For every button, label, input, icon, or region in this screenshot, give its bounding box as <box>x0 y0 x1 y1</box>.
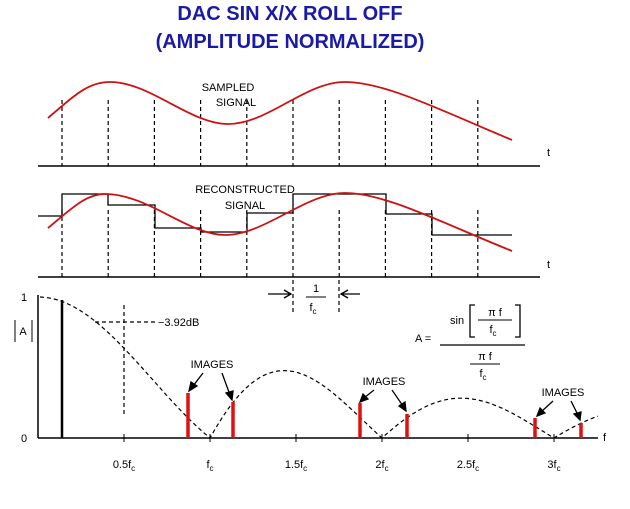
staircase <box>38 193 512 236</box>
signal <box>47 81 513 141</box>
sample-lines <box>61 210 479 277</box>
text: c <box>313 307 317 316</box>
signal <box>47 192 513 252</box>
text: c <box>303 464 307 473</box>
arrows <box>188 372 582 422</box>
formula-den: fc <box>489 324 496 338</box>
text: c <box>557 464 561 473</box>
label: SIGNAL <box>225 200 265 212</box>
axis-label: t <box>547 147 550 159</box>
title: (AMPLITUDE NORMALIZED) <box>156 31 425 53</box>
x-tick-label: 0.5fc <box>113 459 135 473</box>
period-den: fc <box>309 302 316 316</box>
label: RECONSTRUCTED <box>195 184 295 196</box>
axis-label: f <box>603 432 607 444</box>
formula-den: fc <box>479 368 486 382</box>
x-tick-label: 1.5fc <box>285 459 307 473</box>
text: 2.5f <box>457 459 476 471</box>
images-label: IMAGES <box>363 376 406 388</box>
images-label: IMAGES <box>542 387 585 399</box>
sample-lines <box>61 100 479 166</box>
x-ticks: 0.5fc fc 1.5fc 2fc 2.5fc 3fc <box>113 434 561 473</box>
sinc-envelope <box>39 296 599 439</box>
text: c <box>493 329 497 338</box>
text: f <box>479 368 483 380</box>
text: 0.5f <box>113 459 132 471</box>
title: DAC SIN X/X ROLL OFF <box>177 3 402 25</box>
y-label: 1 <box>21 292 27 304</box>
formula-num: π f <box>488 307 503 319</box>
text: f <box>489 324 493 336</box>
formula-num: π f <box>478 351 493 363</box>
text: 1.5f <box>285 459 304 471</box>
x-tick-label: 2.5fc <box>457 459 479 473</box>
text: f <box>309 302 313 314</box>
period-num: 1 <box>313 283 319 295</box>
axis-label: t <box>547 259 550 271</box>
text: c <box>475 464 479 473</box>
y-title: A <box>19 326 27 338</box>
arrows <box>268 289 360 299</box>
images-label: IMAGES <box>191 359 234 371</box>
brackets <box>469 304 521 338</box>
y-label: 0 <box>21 433 27 445</box>
text: 3f <box>547 459 557 471</box>
marker-label: −3.92dB <box>158 317 199 329</box>
text: c <box>483 373 487 382</box>
text: c <box>210 464 214 473</box>
x-tick-label: 2fc <box>375 459 388 473</box>
formula-func: sin <box>450 315 464 327</box>
text: 2f <box>375 459 385 471</box>
text: f <box>206 459 210 471</box>
x-tick-label: 3fc <box>547 459 560 473</box>
formula-lhs: A = <box>415 333 431 345</box>
text: c <box>131 464 135 473</box>
text: c <box>385 464 389 473</box>
label: SAMPLED <box>202 82 255 94</box>
x-tick-label: fc <box>206 459 213 473</box>
label: SIGNAL <box>216 97 256 109</box>
